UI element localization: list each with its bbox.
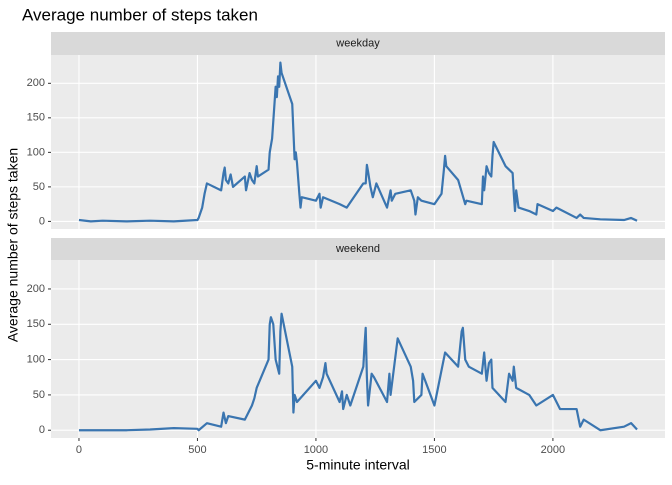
y-tick-label: 50 (33, 181, 45, 193)
chart-title: Average number of steps taken (22, 5, 258, 24)
data-line (78, 312, 638, 432)
x-tick-label: 1500 (422, 444, 446, 456)
strip (51, 32, 665, 55)
x-tick-label: 500 (188, 444, 206, 456)
strip (51, 238, 665, 260)
x-axis-label: 5-minute interval (306, 457, 410, 473)
strip-label: weekday (335, 37, 380, 49)
y-tick-label: 0 (39, 424, 45, 436)
y-tick-label: 100 (27, 146, 45, 158)
y-tick-label: 150 (27, 318, 45, 330)
y-axis-label: Average number of steps taken (5, 148, 21, 342)
strip-label: weekend (335, 243, 380, 255)
x-tick-label: 1000 (304, 444, 328, 456)
x-tick-label: 0 (76, 444, 82, 456)
panel (51, 55, 665, 229)
data-line (78, 61, 638, 223)
y-tick-label: 200 (27, 77, 45, 89)
y-tick-label: 100 (27, 354, 45, 366)
y-tick-label: 0 (39, 215, 45, 227)
panel (51, 260, 665, 438)
x-tick-label: 2000 (541, 444, 565, 456)
y-tick-label: 50 (33, 389, 45, 401)
y-tick-label: 200 (27, 283, 45, 295)
y-tick-label: 150 (27, 112, 45, 124)
